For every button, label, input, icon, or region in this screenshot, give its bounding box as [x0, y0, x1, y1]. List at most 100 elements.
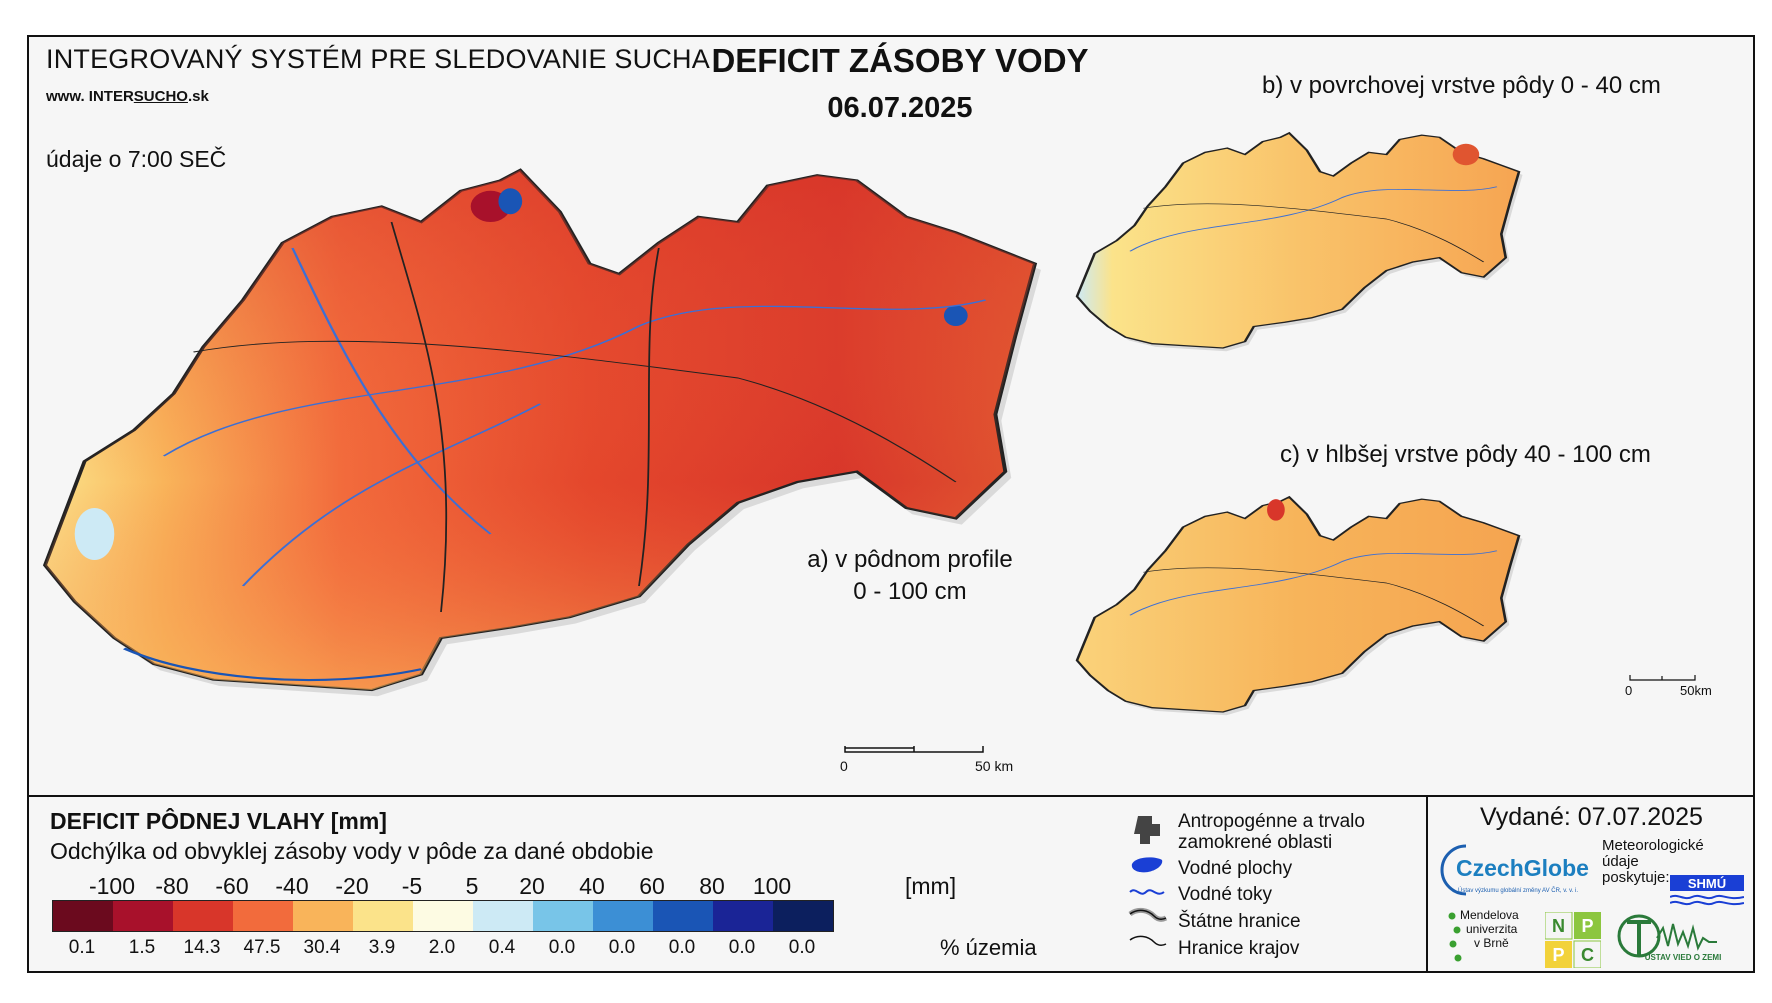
meteo-line2: údaje — [1602, 853, 1639, 870]
map-a-label-line2: 0 - 100 cm — [853, 578, 967, 605]
scale-small-end: 50km — [1680, 683, 1712, 698]
legend-color-swatch — [773, 901, 833, 931]
legend-percentage: 0.1 — [68, 937, 96, 958]
map-date: 06.07.2025 — [827, 92, 973, 124]
legend-percentage: 3.9 — [368, 937, 396, 958]
legend-tick-label: 60 — [639, 873, 665, 899]
legend-tick-label: -20 — [335, 873, 369, 899]
legend-color-swatch — [653, 901, 713, 931]
svg-text:Ústav výzkumu globální změny A: Ústav výzkumu globální změny AV ČR, v. v… — [1458, 887, 1578, 894]
map-c-deep-layer — [1077, 497, 1523, 715]
legend-percentage: 2.0 — [428, 937, 456, 958]
map-legend-icons — [1128, 816, 1168, 947]
legend-color-swatch — [413, 901, 473, 931]
footer-divider — [1426, 795, 1428, 973]
website-link[interactable]: www. INTERSUCHO.sk — [46, 88, 209, 105]
legend-color-swatch — [113, 901, 173, 931]
legend-percentage: 14.3 — [183, 937, 221, 958]
state-border-icon-core — [1129, 909, 1167, 921]
scale-bar-main — [844, 746, 984, 753]
legend-percentage: 1.5 — [128, 937, 156, 958]
svg-text:C: C — [1581, 945, 1594, 965]
issued-date: Vydané: 07.07.2025 — [1480, 803, 1703, 831]
legend-divider — [27, 795, 1755, 797]
website-highlight: SUCHO — [133, 88, 188, 105]
legend-urban-label2: zamokrené oblasti — [1178, 832, 1333, 853]
legend-color-swatch — [233, 901, 293, 931]
legend-color-swatch — [533, 901, 593, 931]
legend-color-swatch — [713, 901, 773, 931]
mendel-line2: univerzita — [1466, 922, 1518, 936]
website-prefix: www. INTER — [46, 88, 134, 105]
legend-color-swatch — [293, 901, 353, 931]
czechglobe-logo: CzechGlobe Ústav výzkumu globální změny … — [1440, 844, 1589, 896]
data-time: údaje o 7:00 SEČ — [46, 146, 227, 172]
legend-tick-label: 100 — [752, 873, 792, 899]
region-border-icon — [1129, 935, 1167, 947]
svg-text:SHMÚ: SHMÚ — [1688, 876, 1726, 891]
legend-percentage: 47.5 — [243, 937, 281, 958]
legend-region-border-label: Hranice krajov — [1178, 938, 1300, 959]
legend-percentage: 0.0 — [728, 937, 756, 958]
legend-water-label: Vodné plochy — [1178, 858, 1293, 879]
svg-text:N: N — [1552, 916, 1565, 936]
legend-tick-label: 20 — [519, 873, 545, 899]
earth-science-institute-logo: ÚSTAV VIED O ZEMI — [1617, 914, 1722, 962]
legend-percent-unit: % územia — [940, 935, 1037, 960]
svg-text:P: P — [1552, 945, 1564, 965]
legend-color-bar — [52, 900, 834, 932]
svg-text:CzechGlobe: CzechGlobe — [1456, 855, 1589, 881]
legend-percentage: 0.4 — [488, 937, 516, 958]
legend-percentage: 30.4 — [303, 937, 341, 958]
main-title: DEFICIT ZÁSOBY VODY — [711, 42, 1089, 79]
mendel-dots-icon — [1448, 912, 1462, 962]
legend-color-swatch — [173, 901, 233, 931]
legend-tick-label: -40 — [275, 873, 309, 899]
legend-color-swatch — [353, 901, 413, 931]
legend-percentage: 0.0 — [608, 937, 636, 958]
map-b-label: b) v povrchovej vrstve pôdy 0 - 40 cm — [1262, 72, 1661, 99]
svg-text:P: P — [1581, 916, 1593, 936]
legend-tick-label: 40 — [579, 873, 605, 899]
mendel-line1: Mendelova — [1460, 908, 1519, 922]
scale-small-zero: 0 — [1625, 683, 1633, 698]
meteo-line3: poskytuje: — [1602, 869, 1670, 886]
legend-state-border-label: Štátne hranice — [1178, 911, 1301, 932]
meteo-line1: Meteorologické — [1602, 837, 1704, 854]
legend-tick-label: -5 — [401, 873, 423, 899]
system-title: INTEGROVANÝ SYSTÉM PRE SLEDOVANIE SUCHA — [46, 44, 710, 74]
legend-river-label: Vodné toky — [1178, 884, 1273, 905]
main-map-a — [45, 170, 1041, 696]
scale-main-end: 50 km — [975, 758, 1014, 774]
map-c-label: c) v hlbšej vrstve pôdy 40 - 100 cm — [1280, 441, 1651, 468]
legend-tick-label: 80 — [699, 873, 725, 899]
legend-title: DEFICIT PÔDNEJ VLAHY [mm] — [50, 808, 387, 834]
legend-percentage: 0.0 — [668, 937, 696, 958]
legend-tick-label: -60 — [215, 873, 249, 899]
website-suffix: .sk — [187, 88, 209, 105]
mendel-logo-text: Mendelova univerzita v Brně — [1460, 908, 1519, 950]
legend-percentage: 0.0 — [788, 937, 816, 958]
legend-unit: [mm] — [905, 873, 957, 899]
mendel-line3: v Brně — [1474, 936, 1509, 950]
nppc-logo: N P P C — [1545, 912, 1601, 968]
legend-subtitle: Odchýlka od obvyklej zásoby vody v pôde … — [50, 838, 654, 864]
scale-bar-small — [1629, 675, 1696, 681]
legend-color-swatch — [473, 901, 533, 931]
legend-urban-label1: Antropogénne a trvalo — [1178, 811, 1365, 832]
legend-tick-label: -100 — [88, 873, 136, 899]
legend-tick-label: -80 — [155, 873, 189, 899]
river-icon — [1129, 889, 1165, 895]
legend-percentage: 0.0 — [548, 937, 576, 958]
water-body-icon — [1131, 857, 1163, 873]
legend-color-swatch — [53, 901, 113, 931]
scale-main-zero: 0 — [840, 758, 848, 774]
map-a-label-line1: a) v pôdnom profile — [807, 546, 1013, 573]
map-b-surface-layer — [1077, 133, 1523, 351]
legend-color-swatch — [593, 901, 653, 931]
meteo-provider-text: Meteorologické údaje poskytuje: — [1602, 838, 1704, 886]
legend-tick-label: 5 — [465, 873, 479, 899]
urban-area-icon — [1134, 816, 1160, 844]
svg-text:ÚSTAV VIED O ZEMI: ÚSTAV VIED O ZEMI — [1645, 953, 1722, 962]
